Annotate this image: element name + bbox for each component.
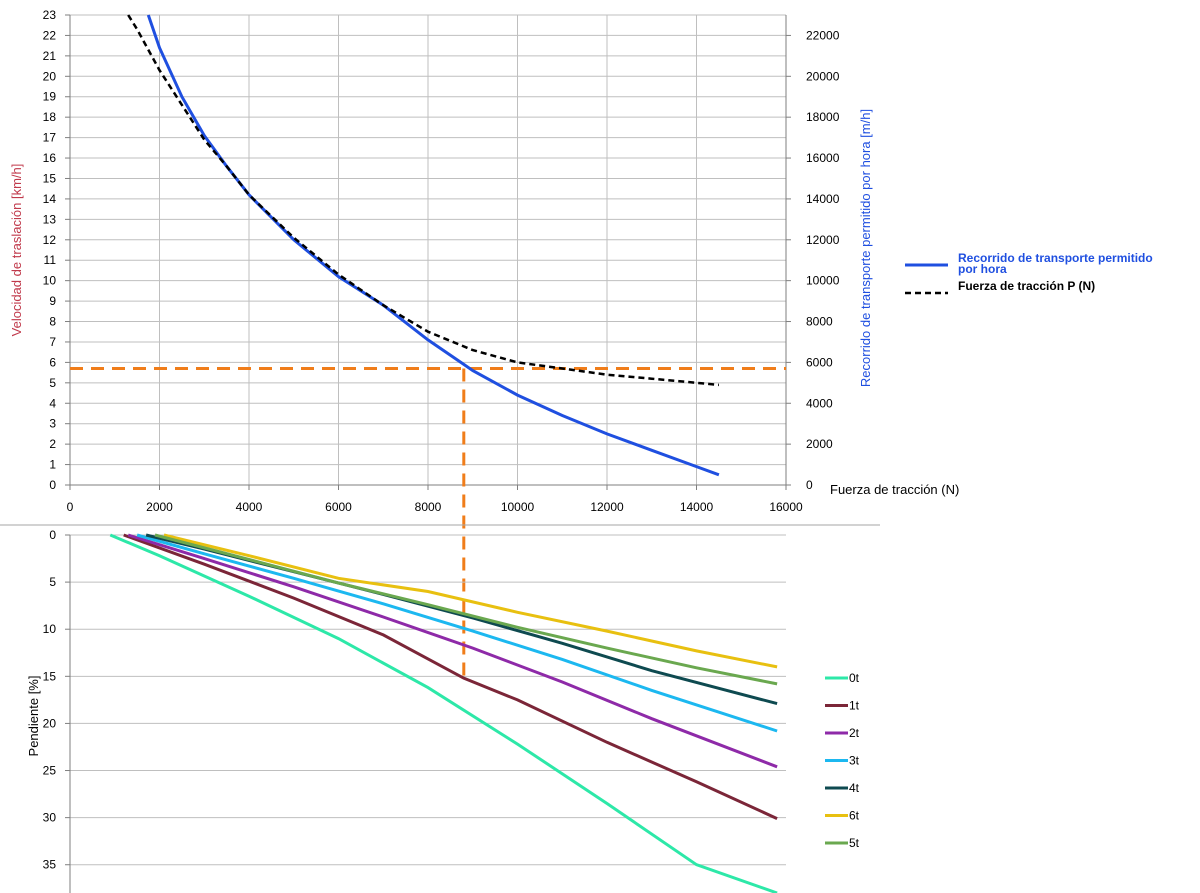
y-left-tick-label: 9	[49, 294, 56, 308]
y-left-tick-label: 4	[49, 396, 56, 410]
lower-chart: 0 5 10 15 20 25 30 35 Pendiente [%] 0t 1t 2t 3t 4t 6t 5…	[0, 524, 880, 893]
y-right-tick-label: 14000	[806, 192, 840, 206]
y-axis-left-title: Pendiente [%]	[26, 676, 41, 757]
slope-series-line	[154, 533, 778, 686]
slope-series-line	[136, 533, 778, 733]
x-tick-label: 4000	[236, 500, 263, 514]
slope-series-line	[109, 533, 778, 893]
y-right-tick-label: 16000	[806, 151, 840, 165]
y-left-tick-label: 20	[43, 716, 57, 730]
y-left-tick-label: 35	[43, 858, 57, 872]
slope-series-line	[163, 533, 778, 669]
y-left-tick-label: 7	[49, 335, 56, 349]
legend-label: Fuerza de tracción P (N)	[958, 279, 1095, 293]
y-left-tick-label: 23	[43, 8, 57, 22]
y-left-tick-label: 12	[43, 233, 57, 247]
y-right-tick-label: 22000	[806, 28, 840, 42]
x-tick-label: 16000	[769, 500, 803, 514]
x-tick-label: 14000	[680, 500, 714, 514]
y-left-tick-label: 18	[43, 110, 57, 124]
x-tick-label: 10000	[501, 500, 535, 514]
series-line-traction-force	[127, 14, 720, 387]
y-axis-right-title: Recorrido de transporte permitido por ho…	[858, 109, 873, 387]
y-right-tick-label: 18000	[806, 110, 840, 124]
y-left-tick-label: 20	[43, 69, 57, 83]
legend-label: 0t	[849, 671, 860, 685]
y-left-tick-label: 15	[43, 669, 57, 683]
x-tick-label: 8000	[415, 500, 442, 514]
y-left-tick-label: 2	[49, 437, 56, 451]
y-left-tick-label: 11	[44, 253, 57, 267]
x-tick-label: 12000	[590, 500, 624, 514]
slope-series-line	[127, 533, 778, 769]
y-axis-left-title: Velocidad de traslación [km/h]	[9, 164, 24, 337]
y-right-tick-label: 6000	[806, 355, 833, 369]
series-line-transport-distance	[146, 14, 720, 477]
legend-label: 3t	[849, 754, 860, 768]
x-tick-label: 6000	[325, 500, 352, 514]
y-left-tick-label: 1	[49, 458, 56, 472]
y-right-tick-label: 2000	[806, 437, 833, 451]
y-left-tick-label: 10	[43, 274, 57, 288]
y-left-tick-label: 21	[43, 49, 57, 63]
y-left-tick-label: 13	[43, 212, 57, 226]
y-right-tick-label: 10000	[806, 274, 840, 288]
x-tick-label: 0	[67, 500, 74, 514]
y-left-tick-label: 19	[43, 90, 57, 104]
y-left-tick-label: 6	[49, 355, 56, 369]
y-left-tick-label: 30	[43, 811, 57, 825]
y-right-tick-label: 4000	[806, 396, 833, 410]
legend-label: Recorrido de transporte permitido	[958, 251, 1153, 265]
y-left-tick-label: 8	[49, 315, 56, 329]
y-left-tick-label: 5	[49, 376, 56, 390]
y-left-tick-label: 16	[43, 151, 57, 165]
y-left-tick-label: 25	[43, 764, 57, 778]
legend-label: 1t	[849, 699, 860, 713]
y-right-tick-label: 0	[806, 478, 813, 492]
y-left-tick-label: 14	[43, 192, 57, 206]
y-left-tick-label: 10	[43, 622, 57, 636]
legend-label: 6t	[849, 809, 860, 823]
y-left-tick-label: 5	[49, 575, 56, 589]
x-tick-label: 2000	[146, 500, 173, 514]
y-left-tick-label: 0	[49, 528, 56, 542]
y-right-tick-label: 20000	[806, 69, 840, 83]
legend-label: 5t	[849, 836, 860, 850]
legend-label: por hora	[958, 262, 1007, 276]
y-left-tick-label: 17	[43, 131, 57, 145]
y-right-tick-label: 8000	[806, 315, 833, 329]
y-left-tick-label: 3	[49, 417, 56, 431]
y-left-tick-label: 22	[43, 28, 57, 42]
x-axis-title: Fuerza de tracción (N)	[830, 482, 959, 497]
legend-label: 2t	[849, 726, 860, 740]
y-left-tick-label: 15	[43, 171, 57, 185]
y-right-tick-label: 12000	[806, 233, 840, 247]
y-left-tick-label: 0	[49, 478, 56, 492]
slope-series-line	[123, 533, 778, 820]
legend-label: 4t	[849, 781, 860, 795]
upper-chart: 0123456789101112131415161718192021222302…	[9, 8, 1153, 679]
